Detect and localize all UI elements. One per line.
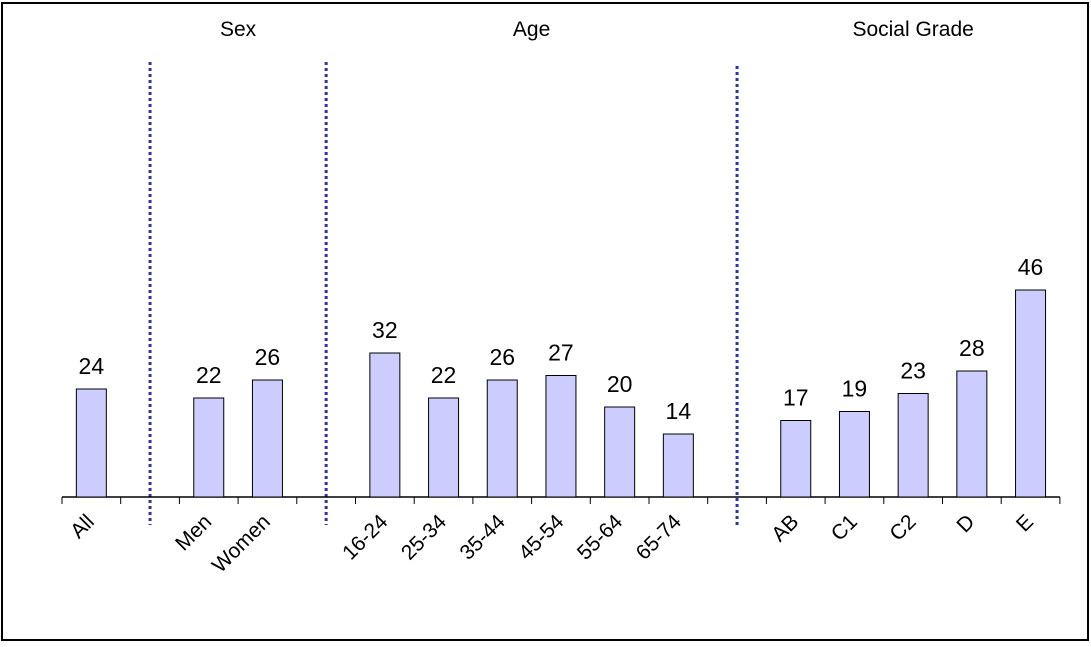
bar-all: [75, 388, 107, 498]
bar-55-64: [604, 406, 636, 498]
tick-label-e: E: [1012, 510, 1038, 536]
tick-label-35-44: 35-44: [456, 510, 510, 564]
group-dividers: [148, 62, 739, 525]
value-label-16-24: 32: [372, 317, 398, 343]
tick-label-55-64: 55-64: [573, 510, 627, 564]
tick-label-ab: AB: [767, 510, 803, 546]
value-label-55-64: 20: [607, 371, 633, 397]
bar-d: [956, 370, 988, 498]
bar-35-44: [486, 379, 518, 498]
value-label-c1: 19: [842, 376, 868, 402]
bar-65-74: [662, 433, 694, 498]
group-labels: Sex Age Social Grade: [220, 18, 974, 41]
value-label-65-74: 14: [666, 398, 692, 424]
group-label-age: Age: [513, 18, 550, 41]
bar-e: [1015, 289, 1047, 498]
tick-label-65-74: 65-74: [632, 510, 686, 564]
bar-c2: [897, 393, 929, 498]
bar-ab: [780, 420, 812, 498]
value-label-c2: 23: [900, 358, 926, 384]
tick-label-16-24: 16-24: [338, 510, 392, 564]
value-label-ab: 17: [783, 385, 809, 411]
tick-label-all: All: [66, 510, 99, 543]
bars: [75, 289, 1047, 498]
value-label-women: 26: [255, 344, 281, 370]
bar-women: [251, 379, 283, 498]
value-label-35-44: 26: [489, 344, 515, 370]
value-label-all: 24: [79, 353, 105, 379]
value-label-25-34: 22: [431, 362, 457, 388]
tick-label-25-34: 25-34: [397, 510, 451, 564]
value-label-men: 22: [196, 362, 222, 388]
value-label-d: 28: [959, 335, 985, 361]
value-labels: 24 22 26 32 22 26 27 20 14 17 19 23 28 46: [79, 254, 1044, 424]
tick-label-d: D: [952, 510, 979, 537]
bar-25-34: [428, 397, 460, 498]
bar-c1: [838, 411, 870, 498]
group-label-social-grade: Social Grade: [852, 18, 973, 41]
value-label-45-54: 27: [548, 340, 574, 366]
tick-label-45-54: 45-54: [514, 510, 568, 564]
tick-label-women: Women: [208, 510, 275, 577]
tick-label-men: Men: [171, 510, 216, 555]
bar-16-24: [369, 352, 401, 498]
group-label-sex: Sex: [220, 18, 257, 41]
bar-45-54: [545, 375, 577, 498]
bar-men: [193, 397, 225, 498]
value-label-e: 46: [1018, 254, 1044, 280]
tick-label-c2: C2: [885, 510, 920, 545]
tick-label-c1: C1: [827, 510, 862, 545]
x-axis: [61, 496, 1061, 504]
